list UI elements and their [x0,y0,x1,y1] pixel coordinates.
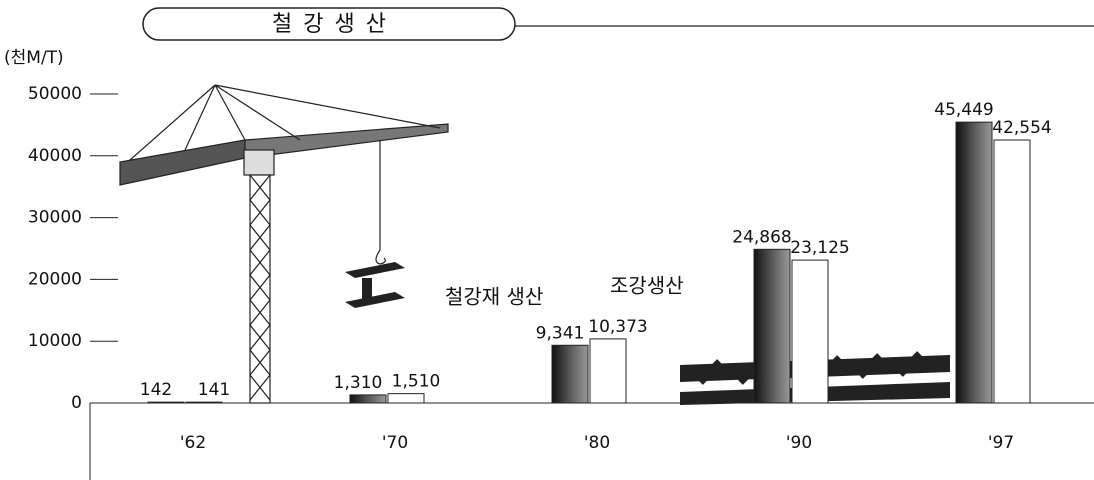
y-tick-label: 40000 [28,146,82,166]
legend-label: 철강재 생산 [445,285,543,309]
value-label: 1,510 [392,372,441,392]
legend-label: 조강생산 [610,274,684,298]
y-axis-label: (천M/T) [4,48,64,68]
bar [753,248,791,404]
x-tick-label: '62 [180,433,206,453]
value-label: 141 [198,380,230,400]
value-label: 24,868 [732,227,791,247]
x-tick-label: '97 [988,433,1014,453]
bar [551,344,589,404]
value-label: 10,373 [588,317,647,337]
y-tick-label: 20000 [28,269,82,289]
bar [791,259,829,404]
bar [387,393,425,404]
value-label: 142 [140,380,172,400]
bar [349,394,387,404]
value-label: 42,554 [992,118,1051,138]
crane-illustration [119,84,449,404]
x-tick-label: '80 [584,433,610,453]
bar [147,401,185,404]
bar [955,121,993,404]
value-label: 45,449 [934,100,993,120]
x-tick-label: '90 [786,433,812,453]
y-tick-label: 0 [71,393,82,413]
bar [589,338,627,404]
y-tick-label: 30000 [28,208,82,228]
value-label: 23,125 [790,238,849,258]
value-label: 1,310 [334,373,383,393]
bar [993,139,1031,404]
chart-title: 철 강 생 산 [272,12,388,37]
y-tick-label: 50000 [28,84,82,104]
bar [185,401,223,404]
y-tick-label: 10000 [28,331,82,351]
value-label: 9,341 [536,323,585,343]
title-frame [142,7,1094,41]
x-tick-label: '70 [382,433,408,453]
